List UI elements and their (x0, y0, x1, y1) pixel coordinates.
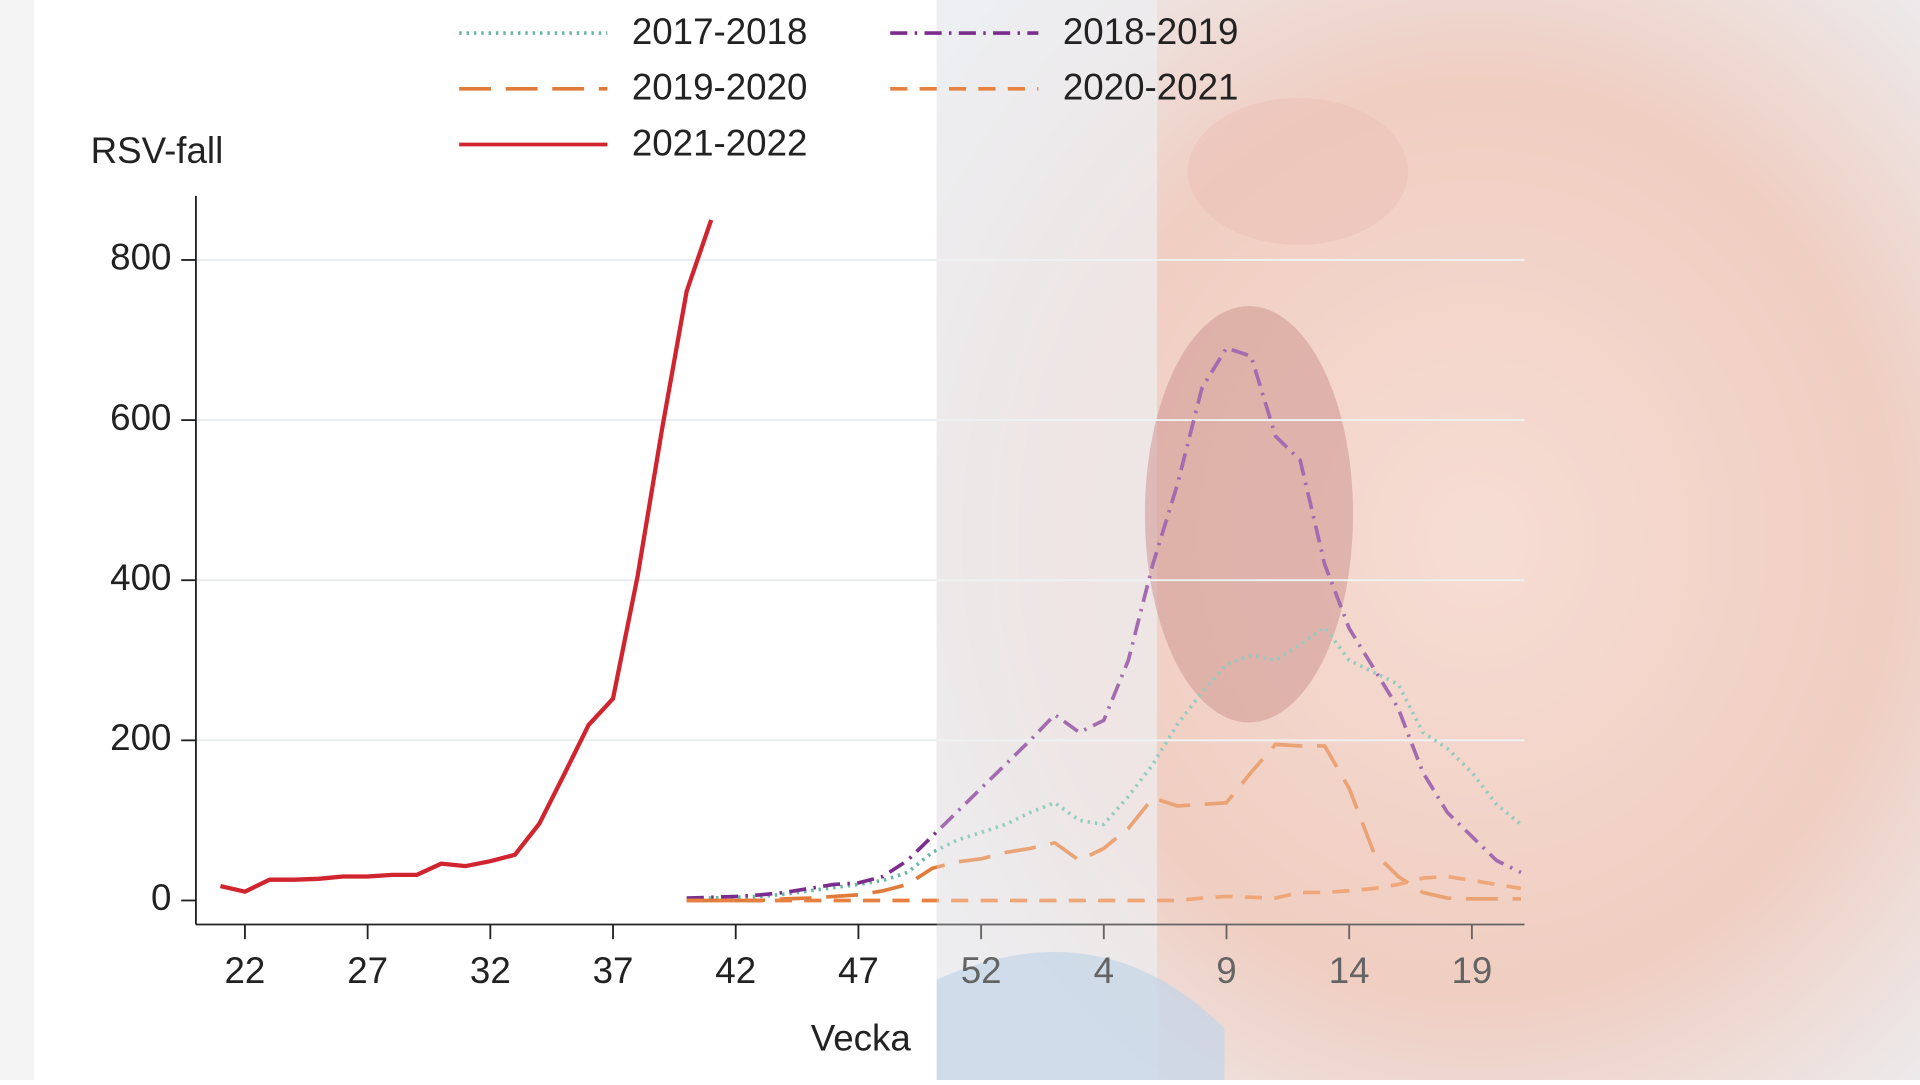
legend-label: 2019-2020 (632, 67, 808, 108)
plot: 0 200 400 600 800 22 27 32 37 42 47 52 4 9 14 19 (110, 195, 1525, 991)
x-tick-label: 52 (961, 950, 1002, 991)
x-tick-label: 4 (1094, 950, 1114, 991)
legend-label: 2018-2019 (1063, 11, 1239, 52)
series-line (219, 219, 714, 894)
x-tick-label: 32 (470, 950, 511, 991)
x-axis-title: Vecka (811, 1018, 912, 1059)
x-tick-label: 37 (593, 950, 634, 991)
series-line (686, 874, 1522, 903)
x-tick-label: 22 (225, 950, 266, 991)
x-tick-label: 14 (1329, 950, 1370, 991)
x-tick-label: 27 (347, 950, 388, 991)
y-tick-label: 600 (110, 397, 171, 438)
photo-nose (1187, 97, 1409, 245)
x-tick-label: 9 (1216, 950, 1236, 991)
legend-label: 2017-2018 (632, 11, 808, 52)
left-edge (0, 0, 35, 1080)
legend-label: 2020-2021 (1063, 67, 1239, 108)
y-tick-label: 200 (110, 717, 171, 758)
photo-overlay (936, 0, 1920, 1080)
series-line (686, 346, 1522, 900)
x-tick-label: 42 (715, 950, 756, 991)
photo-cloth (936, 952, 1225, 1080)
y-tick-label: 400 (110, 557, 171, 598)
photo-mouth (1144, 306, 1354, 723)
x-tick-label: 19 (1451, 950, 1492, 991)
series-line (686, 625, 1523, 901)
legend-label: 2021-2022 (632, 122, 808, 163)
series-line (686, 742, 1521, 903)
y-axis-title: RSV-fall (91, 130, 224, 171)
y-tick-label: 800 (110, 237, 171, 278)
x-tick-label: 47 (838, 950, 879, 991)
y-tick-label: 0 (151, 877, 171, 918)
